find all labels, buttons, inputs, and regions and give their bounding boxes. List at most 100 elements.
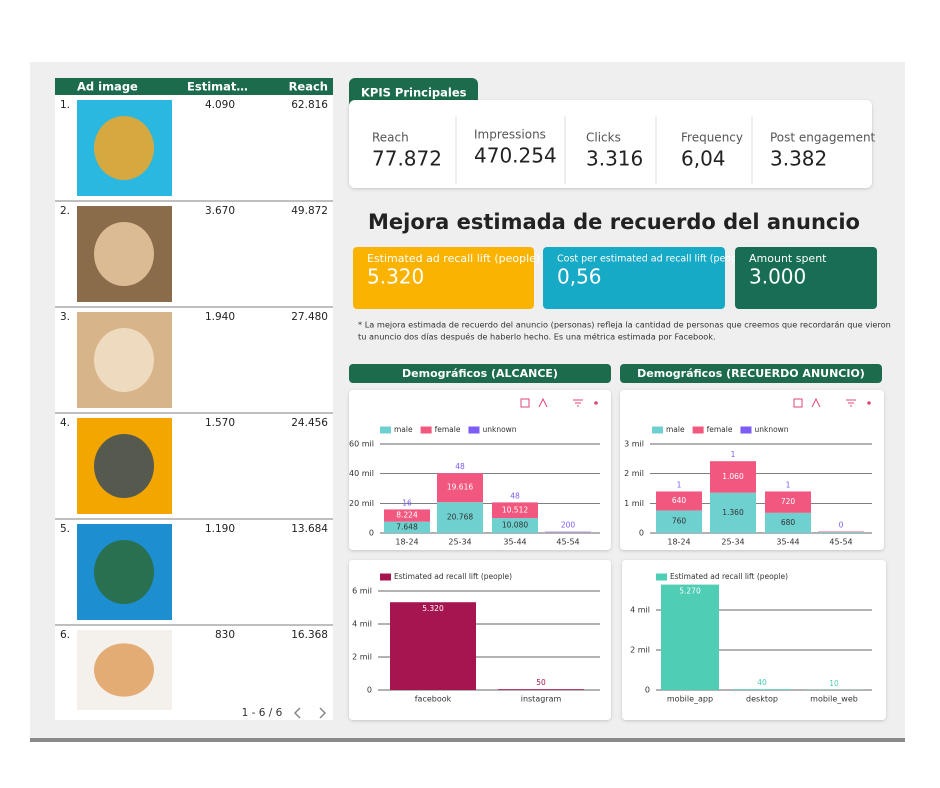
x-tick-label: 45-54 bbox=[829, 538, 852, 547]
tool-icon[interactable] bbox=[793, 398, 803, 408]
ad-image-detail bbox=[94, 328, 154, 392]
tool-icon[interactable] bbox=[573, 399, 583, 407]
data-label: 5.270 bbox=[679, 587, 701, 596]
reach-value: 27.480 bbox=[291, 311, 328, 323]
bars: 760 640 1 1.360 1.060 1 680 720 1 0 bbox=[656, 450, 864, 533]
y-tick-label: 20 mil bbox=[349, 499, 374, 508]
panel-header bbox=[349, 364, 611, 383]
y-tick-label: 0 bbox=[645, 686, 650, 695]
ad-image-detail bbox=[94, 643, 154, 697]
ad-image-detail bbox=[94, 434, 154, 498]
legend-swatch bbox=[380, 426, 391, 434]
kpi-label: Impressions bbox=[474, 128, 546, 142]
bar bbox=[492, 518, 538, 533]
y-tick-label: 3 mil bbox=[624, 440, 644, 449]
legend-label: male bbox=[394, 425, 413, 434]
data-label: 48 bbox=[510, 491, 520, 500]
y-tick-label: 1 mil bbox=[624, 499, 644, 508]
x-tick-label: 18-24 bbox=[395, 538, 418, 547]
kpi-value: 470.254 bbox=[474, 144, 557, 168]
bar bbox=[733, 689, 791, 690]
kpi-label: Clicks bbox=[586, 131, 621, 145]
tool-icon[interactable] bbox=[594, 401, 598, 405]
bar bbox=[710, 461, 756, 493]
bars: 7.648 8.224 16 20.768 19.616 48 10.080 10.512 48… bbox=[384, 462, 591, 533]
legend-label: unknown bbox=[754, 425, 788, 434]
estimated-value: 1.570 bbox=[205, 417, 235, 429]
kpi-value: 3.316 bbox=[586, 147, 643, 171]
data-label: 10 bbox=[829, 679, 839, 688]
estimated-value: 1.190 bbox=[205, 523, 235, 535]
data-label: 48 bbox=[455, 462, 465, 471]
footnote: * La mejora estimada de recuerdo del anu… bbox=[358, 320, 891, 330]
data-label: 0 bbox=[839, 521, 844, 530]
tool-icon[interactable] bbox=[538, 397, 548, 408]
bar bbox=[656, 491, 702, 511]
reach-value: 62.816 bbox=[291, 99, 328, 111]
bottom-bar bbox=[30, 738, 905, 742]
chart: 0 2 mil 4 mil Estimated ad recall lift (peo… bbox=[622, 560, 886, 720]
legend-swatch bbox=[420, 426, 432, 434]
data-label: 50 bbox=[536, 678, 546, 687]
metric-label: Estimated ad recall lift (people) bbox=[367, 252, 540, 265]
kpi-label: Reach bbox=[372, 131, 409, 145]
legend-swatch bbox=[656, 573, 667, 581]
legend-swatch bbox=[380, 573, 391, 581]
pagination: 1 - 6 / 6 bbox=[242, 707, 283, 719]
estimated-value: 4.090 bbox=[205, 99, 235, 111]
data-label: 200 bbox=[561, 521, 576, 530]
bar bbox=[437, 502, 483, 533]
reach-value: 24.456 bbox=[291, 417, 328, 429]
column-header: Ad image bbox=[77, 80, 138, 94]
y-tick-label: 60 mil bbox=[349, 440, 374, 449]
kpi-value: 6,04 bbox=[681, 147, 726, 171]
bar bbox=[498, 689, 584, 690]
y-tick-label: 2 mil bbox=[352, 653, 372, 662]
y-tick-label: 40 mil bbox=[349, 469, 374, 478]
bars: 5.320 50 bbox=[390, 602, 584, 690]
data-label: 10.080 bbox=[502, 521, 528, 530]
legend-label: female bbox=[435, 425, 461, 434]
y-tick-label: 4 mil bbox=[630, 606, 650, 615]
chart-card bbox=[349, 560, 611, 720]
ad-image-detail bbox=[94, 222, 154, 286]
reach-value: 49.872 bbox=[291, 205, 328, 217]
legend-label: male bbox=[666, 425, 685, 434]
row-index: 4. bbox=[60, 417, 70, 429]
tool-icon[interactable] bbox=[520, 398, 530, 408]
kpi-value: 3.382 bbox=[770, 147, 827, 171]
data-label: 10.512 bbox=[502, 505, 528, 514]
reach-value: 16.368 bbox=[291, 629, 328, 641]
legend-swatch bbox=[652, 426, 663, 434]
estimated-value: 1.940 bbox=[205, 311, 235, 323]
x-tick-label: 18-24 bbox=[667, 538, 690, 547]
data-label: 8.224 bbox=[396, 511, 418, 520]
bar bbox=[492, 502, 538, 519]
tool-icon[interactable] bbox=[811, 397, 821, 408]
column-header: Estimat… bbox=[187, 80, 248, 94]
data-label: 640 bbox=[672, 496, 687, 505]
x-tick-label: mobile_web bbox=[810, 695, 858, 704]
y-tick-label: 2 mil bbox=[624, 469, 644, 478]
data-label: 1 bbox=[731, 450, 736, 459]
kpi-label: Post engagement bbox=[770, 131, 876, 145]
next-page[interactable] bbox=[319, 707, 327, 719]
kpi-card bbox=[349, 100, 872, 188]
prev-page[interactable] bbox=[293, 707, 301, 719]
tool-icon[interactable] bbox=[846, 399, 856, 407]
y-tick-label: 4 mil bbox=[352, 620, 372, 629]
ad-image-detail bbox=[94, 540, 154, 604]
metric-value: 5.320 bbox=[367, 265, 424, 289]
legend-swatch bbox=[692, 426, 704, 434]
tool-icon[interactable] bbox=[867, 401, 871, 405]
legend-label: Estimated ad recall lift (people) bbox=[394, 572, 512, 581]
reach-value: 13.684 bbox=[291, 523, 328, 535]
headline: Mejora estimada de recuerdo del anuncio bbox=[368, 210, 860, 234]
data-label: 20.768 bbox=[447, 513, 473, 522]
x-tick-label: mobile_app bbox=[667, 695, 713, 704]
estimated-value: 3.670 bbox=[205, 205, 235, 217]
bars: 5.270 40 10 bbox=[661, 584, 863, 690]
x-tick-label: 35-44 bbox=[776, 538, 799, 547]
